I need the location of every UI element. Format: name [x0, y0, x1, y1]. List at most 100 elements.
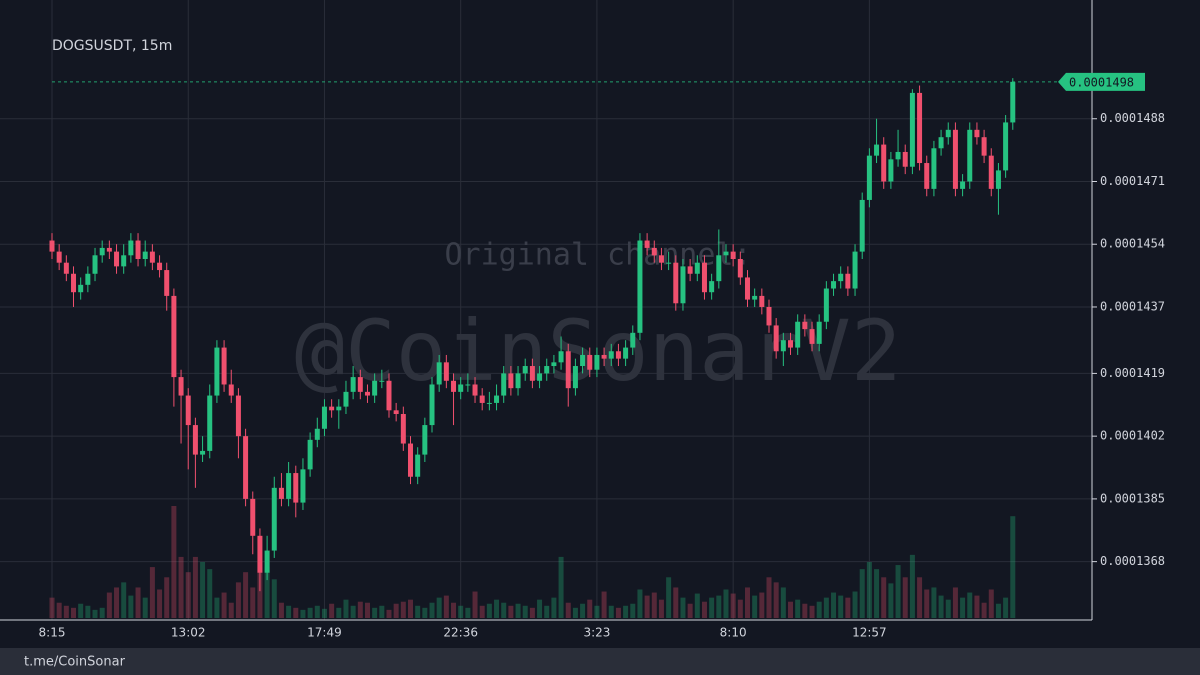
volume-bar	[845, 597, 851, 618]
candle-body	[243, 436, 249, 499]
candle-body	[185, 395, 191, 426]
volume-bar	[508, 605, 514, 618]
candle-body	[802, 321, 808, 330]
volume-bar	[106, 592, 112, 618]
candle-body	[300, 469, 306, 503]
volume-bar	[730, 593, 736, 618]
volume-bar	[114, 587, 120, 618]
candle-body	[845, 273, 851, 289]
footer-link[interactable]: t.me/CoinSonar	[24, 655, 126, 670]
volume-bar	[909, 554, 915, 618]
candle-body	[364, 391, 370, 396]
watermark-handle: @CoinSonarV2	[295, 302, 902, 400]
candle-body	[709, 281, 715, 293]
volume-bar	[49, 597, 55, 618]
candle-body	[128, 240, 134, 256]
candle-body	[723, 251, 729, 256]
volume-bar	[795, 599, 801, 618]
candle-body	[529, 366, 535, 381]
candle-body	[458, 384, 464, 392]
volume-bar	[164, 577, 170, 618]
candle-body	[121, 255, 127, 267]
candle-body	[71, 273, 77, 293]
candle-body	[952, 129, 958, 189]
candle-body	[917, 92, 923, 164]
volume-bar	[580, 603, 586, 618]
candle-body	[831, 281, 837, 289]
candle-body	[694, 262, 700, 274]
grid	[0, 0, 1092, 620]
candle-body	[465, 384, 471, 386]
candle-body	[615, 351, 621, 359]
candle-body	[178, 377, 184, 396]
candle-body	[357, 377, 363, 392]
candle-body	[744, 277, 750, 300]
volume-bar	[687, 603, 693, 618]
candle-body	[99, 247, 105, 256]
volume-bar	[995, 603, 1001, 618]
volume-bar	[816, 601, 822, 618]
volume-bar	[888, 583, 894, 618]
volume-bar	[694, 593, 700, 618]
volume-bar	[594, 605, 600, 618]
x-tick-label: 12:57	[852, 626, 887, 640]
volume-bar	[931, 587, 937, 618]
volume-bar	[264, 567, 270, 618]
candle-body	[486, 402, 492, 404]
candle-body	[551, 362, 557, 367]
volume-bar	[838, 595, 844, 618]
volume-bar	[336, 607, 342, 618]
volume-bar	[408, 599, 413, 618]
candle-body	[737, 258, 743, 278]
candle-body	[372, 380, 378, 396]
candle-body	[816, 321, 822, 344]
candle-body	[264, 550, 270, 573]
candle-body	[974, 129, 980, 138]
volume-bar	[759, 592, 765, 618]
volume-bar	[572, 607, 578, 618]
candle-body	[350, 377, 356, 392]
volume-bar	[78, 603, 84, 618]
volume-bar	[436, 597, 442, 618]
candle-body	[881, 144, 887, 182]
volume-bar	[723, 589, 729, 618]
candle-body	[680, 266, 686, 304]
volume-bar	[429, 602, 435, 618]
candle-body	[701, 262, 707, 293]
volume-bar	[809, 605, 815, 618]
volume-bar	[866, 562, 872, 618]
candle-body	[874, 144, 880, 156]
candle-body	[852, 251, 858, 289]
volume-bar	[458, 605, 464, 618]
volume-bar	[651, 592, 657, 618]
volume-bar	[235, 582, 241, 618]
candle-body	[587, 354, 593, 370]
candle-body	[221, 347, 227, 385]
volume-bar	[874, 569, 880, 618]
volume-bar	[178, 556, 184, 618]
volume-bar	[128, 595, 134, 618]
volume-bar	[938, 595, 944, 618]
y-tick-label: 0.0001437	[1100, 299, 1165, 313]
volume-bar	[501, 602, 507, 618]
candle-body	[494, 395, 500, 403]
volume-bar	[701, 601, 707, 618]
candle-body	[544, 366, 550, 374]
volume-bar	[737, 599, 743, 618]
volume-bar	[56, 602, 62, 618]
candle-body	[995, 170, 1001, 189]
volume-bar	[357, 601, 363, 618]
volume-bar	[350, 605, 356, 618]
volume-bar	[343, 599, 349, 618]
candle-body	[415, 454, 421, 477]
candle-body	[200, 450, 206, 455]
x-tick-label: 17:49	[307, 626, 342, 640]
candle-body	[314, 428, 320, 440]
volume-bar	[852, 591, 858, 618]
volume-bar	[85, 605, 91, 618]
volume-bar	[99, 607, 105, 618]
candle-body	[730, 251, 736, 259]
candle-body	[960, 181, 966, 189]
candle-body	[752, 295, 758, 300]
